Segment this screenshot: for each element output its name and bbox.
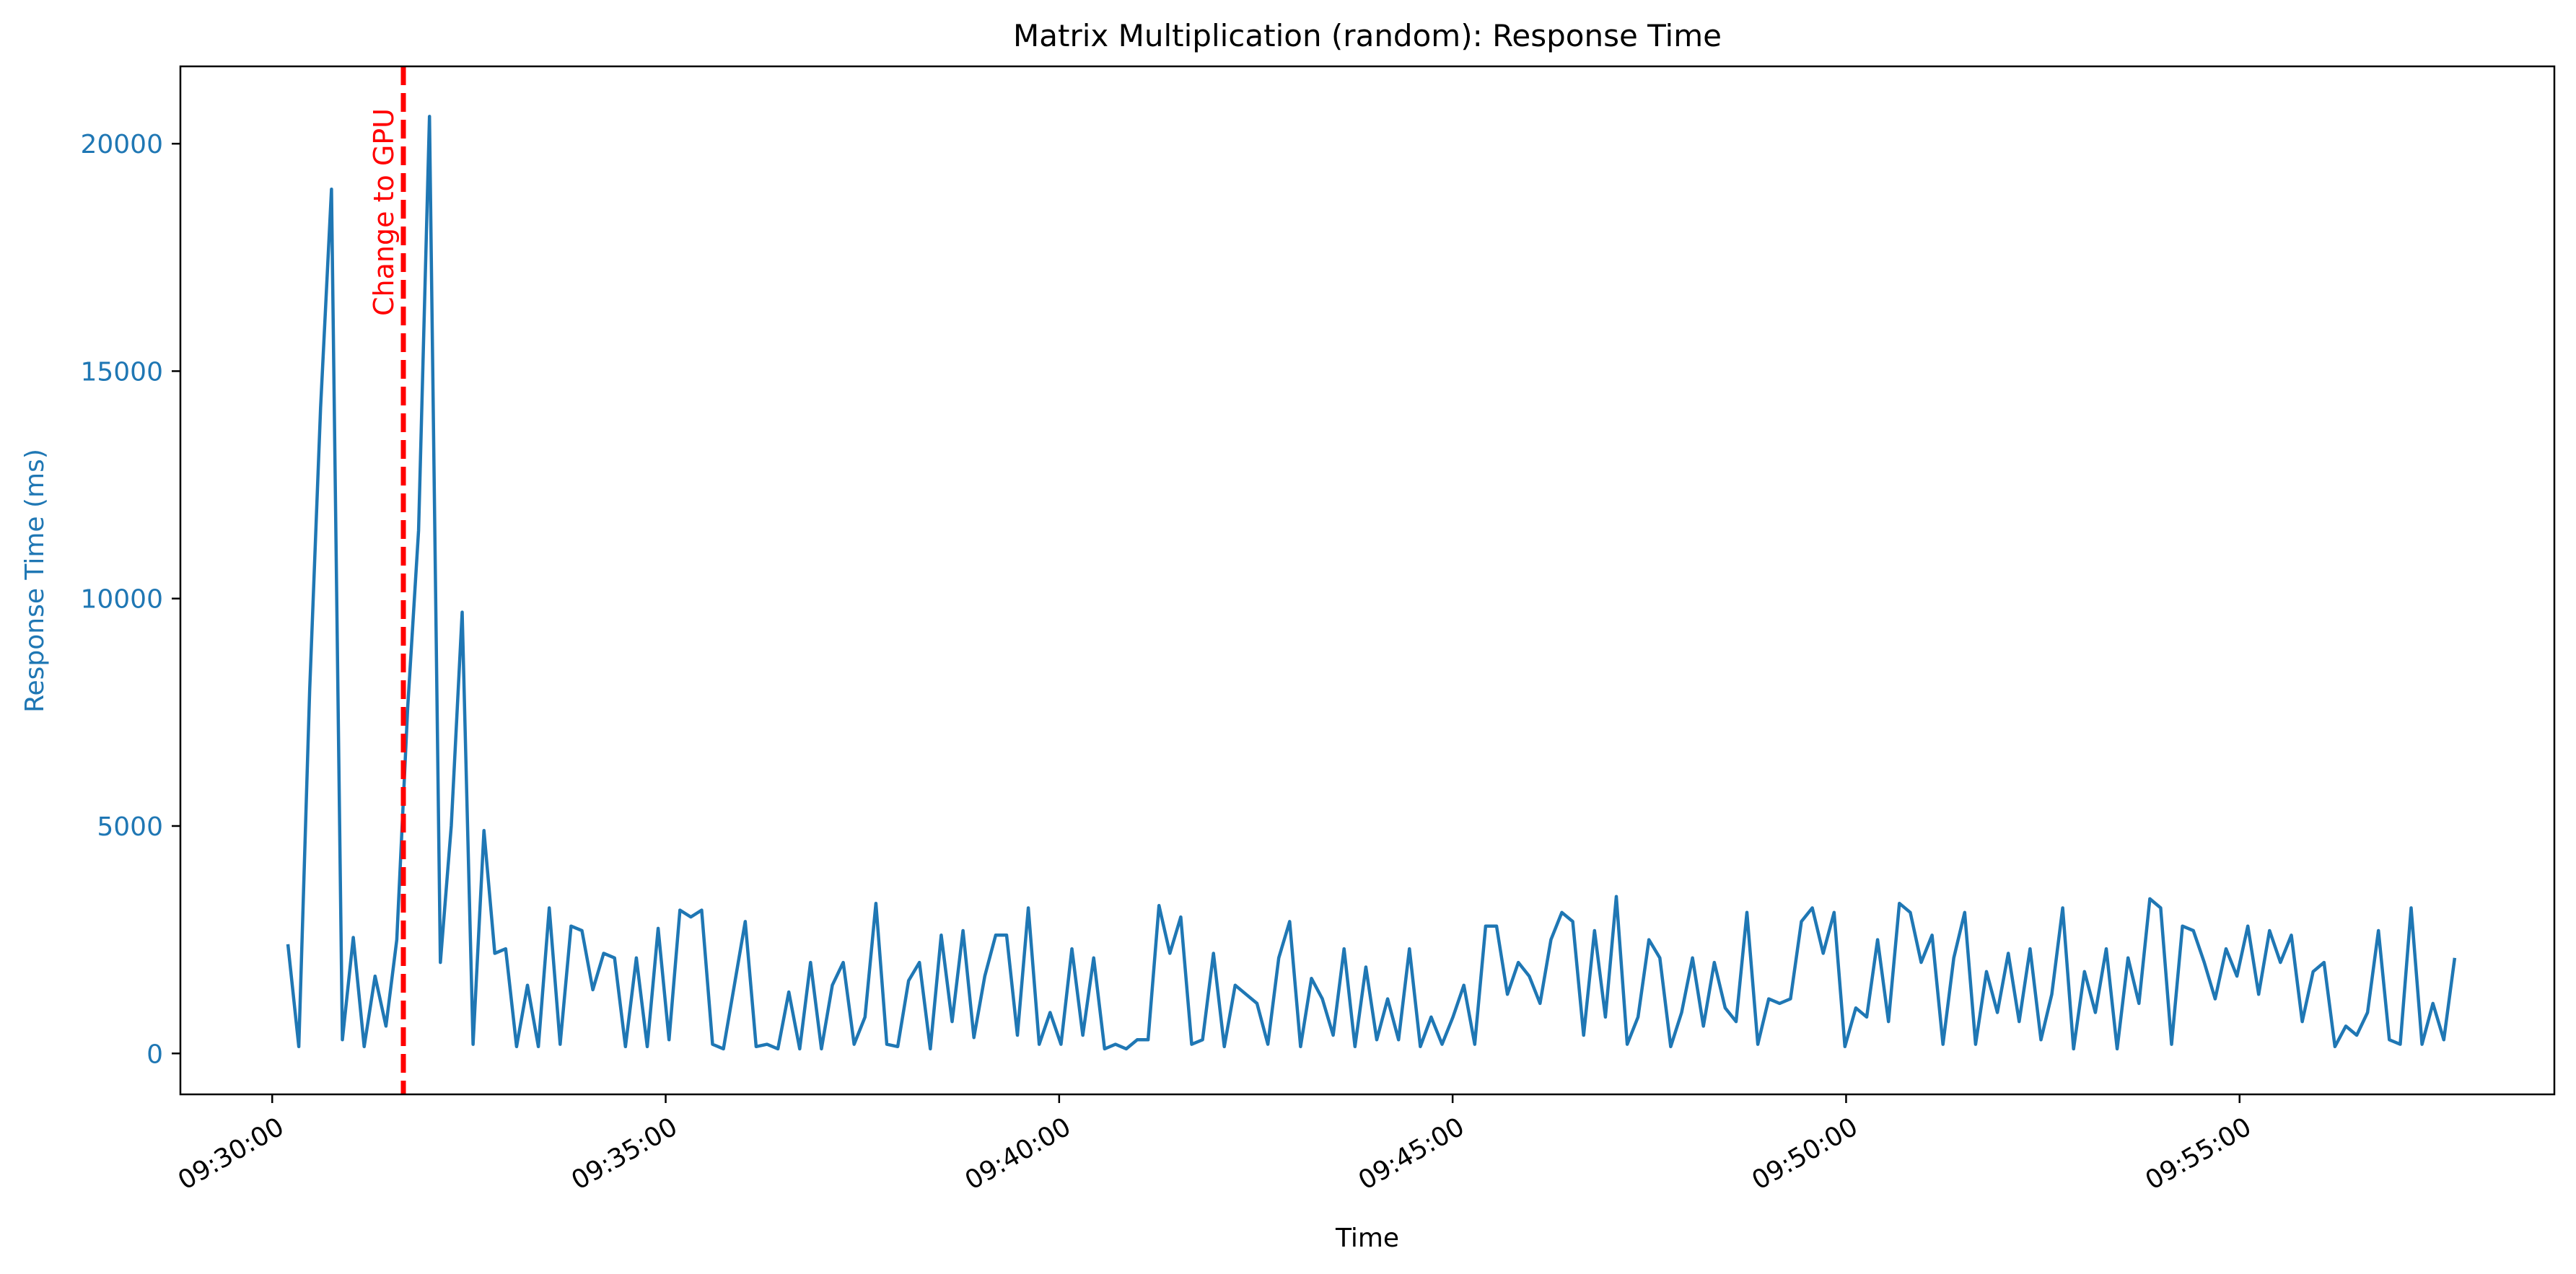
x-axis-label: Time bbox=[1335, 1224, 1399, 1253]
plot-frame bbox=[179, 65, 2556, 1096]
y-tick-label: 10000 bbox=[80, 585, 163, 615]
plot-area: Change to GPU bbox=[286, 66, 2457, 1094]
y-tick-label: 15000 bbox=[80, 357, 163, 387]
series-line-0 bbox=[286, 115, 2457, 1051]
y-axis-label: Response Time (ms) bbox=[20, 449, 50, 713]
gpu-change-label: Change to GPU bbox=[368, 108, 400, 316]
y-tick-label: 5000 bbox=[97, 812, 163, 842]
y-tick-label: 20000 bbox=[80, 130, 163, 159]
y-tick-label: 0 bbox=[146, 1040, 163, 1069]
chart-title: Matrix Multiplication (random): Response… bbox=[1013, 18, 1722, 53]
y-axis: 0 5000 10000 15000 20000 bbox=[80, 130, 180, 1069]
